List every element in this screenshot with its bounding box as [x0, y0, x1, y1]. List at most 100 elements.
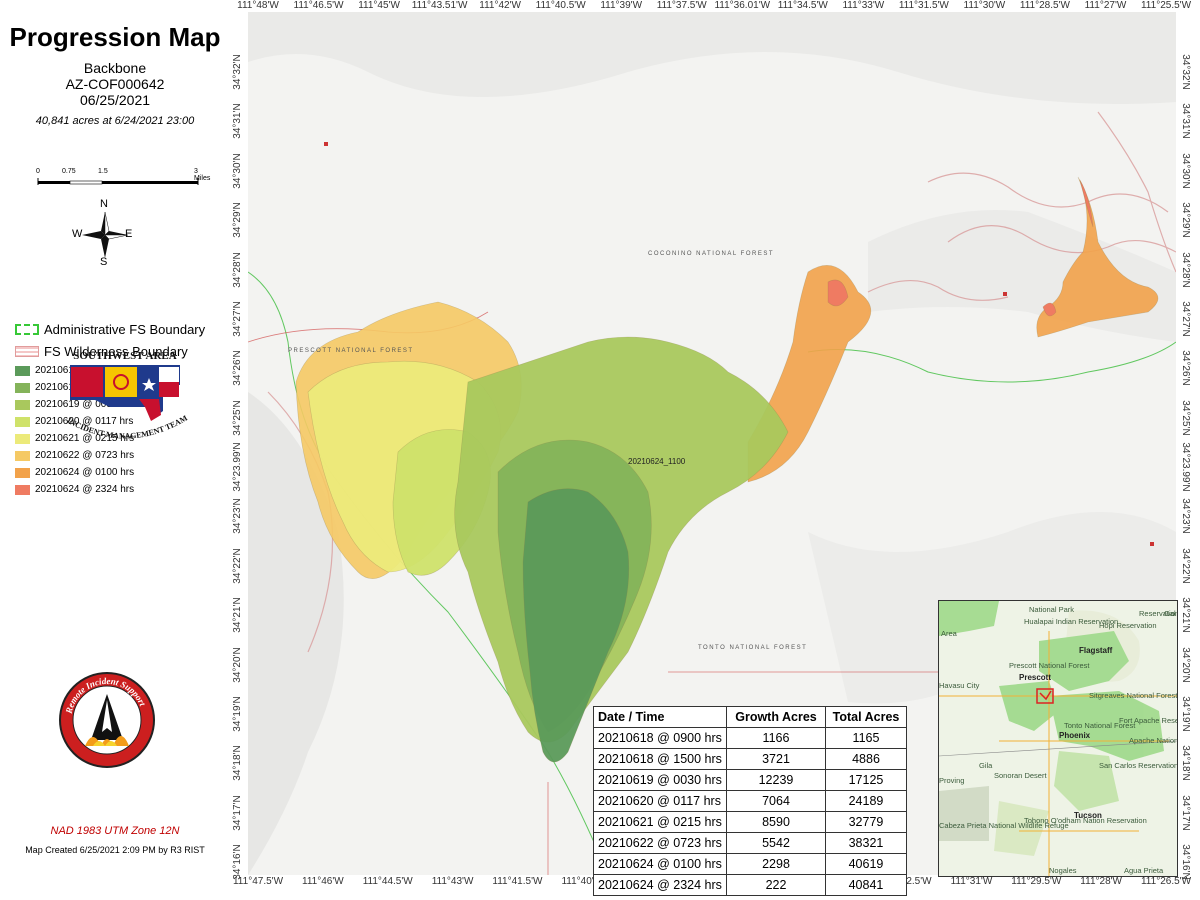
tonto-label: TONTO NATIONAL FOREST	[698, 645, 807, 651]
longitude-tick-label: 111°31.5'W	[898, 0, 949, 11]
compass-icon	[82, 211, 129, 258]
legend-color-swatch	[15, 450, 30, 461]
inset-place-label: Tucson	[1074, 811, 1102, 820]
latitude-tick-label: 34°32'N	[232, 54, 243, 90]
scale-bar: 0 0.75 1.5 3 Miles	[36, 168, 210, 192]
longitude-tick-label: 111°30'W	[963, 0, 1006, 11]
dashed-green-box-icon	[15, 323, 39, 335]
scale-tick-0: 0	[36, 168, 40, 175]
period-0624-0100-east	[1036, 176, 1159, 338]
table-row: 20210624 @ 0100 hrs 2298 40619	[593, 853, 907, 875]
inset-place-label: Flagstaff	[1079, 646, 1113, 655]
latitude-tick-label: 34°29'N	[232, 202, 243, 238]
longitude-tick-label: 111°31'W	[950, 876, 993, 887]
latitude-tick-label: 34°21'N	[232, 597, 243, 633]
inset-fire-marker	[1036, 688, 1054, 704]
cell-growth: 222	[726, 874, 826, 896]
longitude-tick-label: 111°39'W	[600, 0, 643, 11]
latitude-tick-label: 34°30'N	[1180, 153, 1191, 189]
inset-place-label: Area	[941, 629, 957, 638]
cell-growth: 2298	[726, 853, 826, 875]
table-row: 20210622 @ 0723 hrs 5542 38321	[593, 832, 907, 854]
header-total: Total Acres	[825, 706, 907, 728]
latitude-tick-label: 34°23.99'N	[1180, 442, 1191, 492]
scale-tick-075: 0.75	[62, 168, 76, 175]
latitude-tick-label: 34°31'N	[1180, 103, 1191, 140]
inset-place-label: Cabeza Prieta National Wildlife Refuge	[939, 821, 1069, 830]
legend-admin-boundary: Administrative FS Boundary	[15, 318, 230, 340]
growth-table: Date / Time Growth Acres Total Acres 202…	[593, 706, 907, 896]
legend-period-label: 20210624 @ 0100 hrs	[35, 467, 135, 478]
cell-date: 20210621 @ 0215 hrs	[593, 811, 727, 833]
map-title: Progression Map	[9, 22, 221, 52]
legend-wilderness-boundary: FS Wilderness Boundary	[15, 340, 230, 362]
top-longitude-axis: 111°48'W 111°46.5'W 111°45'W 111°43.51'W 111…	[237, 0, 1191, 12]
map-date: 06/25/2021	[79, 92, 151, 108]
latitude-tick-label: 34°32'N	[1180, 54, 1191, 90]
swimt-top-text: SOUTHWEST AREA	[73, 350, 176, 362]
cell-growth: 1166	[726, 727, 826, 749]
legend-period-item: 20210624 @ 2324 hrs	[15, 481, 230, 498]
longitude-tick-label: 111°28.5'W	[1019, 0, 1070, 11]
latitude-tick-label: 34°19'N	[1180, 696, 1191, 732]
latitude-tick-label: 34°26'N	[232, 350, 243, 386]
inset-place-label: Prescott	[1019, 673, 1052, 682]
latitude-tick-label: 34°23'N	[1180, 498, 1191, 535]
latitude-tick-label: 34°18'N	[1180, 745, 1191, 781]
cell-total: 4886	[825, 748, 907, 770]
table-row: 20210620 @ 0117 hrs 7064 24189	[593, 790, 907, 812]
legend-color-swatch	[15, 416, 30, 427]
inset-place-label: Hopi Reservation	[1099, 621, 1157, 630]
inset-map[interactable]: National Park Hualapai Indian Reservation…	[938, 600, 1178, 877]
inset-place-label: Hualapai Indian Reservation	[1024, 617, 1119, 626]
period-0624-2324-east	[1042, 179, 1094, 317]
inset-place-label: Nogales	[1049, 866, 1077, 875]
latitude-tick-label: 34°18'N	[232, 745, 243, 781]
header-growth: Growth Acres	[726, 706, 826, 728]
cell-date: 20210618 @ 0900 hrs	[593, 727, 727, 749]
longitude-tick-label: 111°27'W	[1084, 0, 1127, 11]
longitude-tick-label: 111°42'W	[479, 0, 521, 11]
longitude-tick-label: 111°37.5'W	[656, 0, 707, 11]
compass-e: E	[125, 228, 133, 240]
inset-place-label: San Carlos Reservation	[1099, 761, 1178, 770]
fire-perimeter	[295, 176, 1159, 763]
acres-note: 40,841 acres at 6/24/2021 23:00	[35, 115, 195, 127]
legend-label: Administrative FS Boundary	[44, 321, 206, 337]
latitude-tick-label: 34°21'N	[1180, 597, 1191, 633]
latitude-tick-label: 34°22'N	[1180, 548, 1191, 584]
rist-logo-icon: Remote Incident Support	[59, 672, 155, 768]
legend-period-label: 20210622 @ 0723 hrs	[35, 450, 135, 461]
inset-place-label: Apache National Forest	[1129, 736, 1178, 745]
scale-tick-15: 1.5	[98, 168, 108, 175]
scale-tick-3: 3 Miles	[194, 168, 211, 182]
latitude-tick-label: 34°17'N	[232, 794, 243, 831]
header-date: Date / Time	[593, 706, 727, 728]
cell-growth: 5542	[726, 832, 826, 854]
cell-date: 20210624 @ 0100 hrs	[593, 853, 727, 875]
longitude-tick-label: 111°46.5'W	[293, 0, 344, 11]
legend-period-label: 20210619 @ 0030 hrs	[35, 399, 135, 410]
cell-growth: 12239	[726, 769, 826, 791]
fire-name: Backbone	[83, 60, 147, 76]
legend-period-item: 20210621 @ 0215 hrs	[15, 430, 230, 447]
cell-total: 1165	[825, 727, 907, 749]
swimt-bottom-text: INCIDENT MANAGEMENT TEAM	[66, 413, 190, 440]
swimt-logo-icon: SOUTHWEST AREA INCIDENT MANAGEMENT TEAM	[66, 350, 190, 441]
longitude-tick-label: 111°43.51'W	[411, 0, 468, 11]
rist-logo: Remote Incident Support	[57, 670, 157, 770]
legend-color-swatch	[15, 382, 30, 393]
period-0618-0900	[522, 488, 630, 763]
latitude-tick-label: 34°28'N	[232, 251, 243, 288]
incident-id: AZ-COF000642	[65, 76, 165, 92]
longitude-tick-label: 111°47.5'W	[232, 876, 284, 887]
latitude-tick-label: 34°29'N	[1180, 202, 1191, 238]
inset-place-label: Tohono O'odham Nation Reservation	[1024, 816, 1147, 825]
longitude-tick-label: 111°25.5'W	[1140, 0, 1192, 11]
longitude-tick-label: 111°46'W	[302, 876, 344, 887]
inset-place-label: Sitgreaves National Forest	[1089, 691, 1178, 700]
table-row: 20210618 @ 0900 hrs 1166 1165	[593, 727, 907, 749]
longitude-tick-label: 111°40.5'W	[535, 0, 586, 11]
coconino-label: COCONINO NATIONAL FOREST	[648, 251, 774, 257]
compass-s: S	[100, 256, 108, 268]
